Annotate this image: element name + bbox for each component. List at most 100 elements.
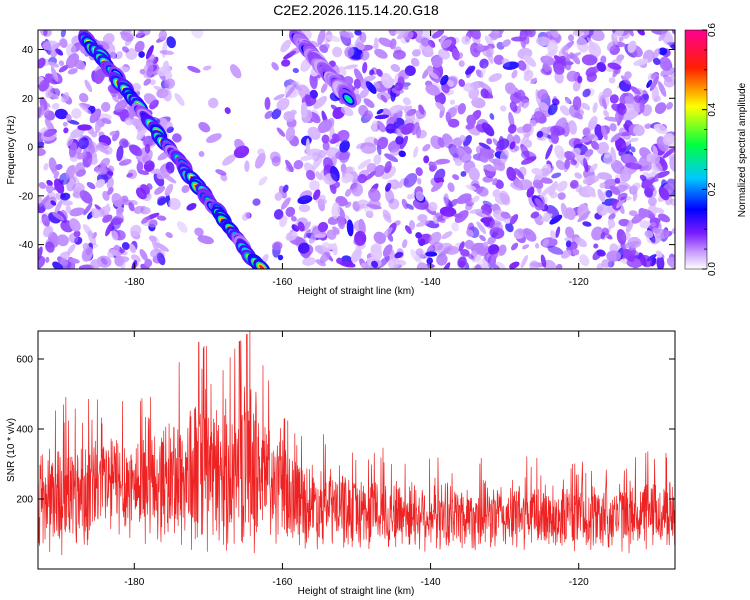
spectrogram-speckle: [166, 36, 177, 49]
spectrogram-speckle: [415, 167, 423, 176]
spectrogram-speckle: [542, 238, 550, 247]
spectrogram-speckle: [215, 169, 227, 176]
spectrogram-speckle: [603, 110, 610, 118]
spectrogram-speckle: [397, 181, 403, 189]
spectrogram-speckle: [389, 149, 402, 156]
spectrogram-speckle: [658, 81, 667, 97]
spectrogram-speckle: [131, 254, 141, 263]
spectrogram-speckle: [481, 122, 495, 137]
spectrogram-speckle: [408, 220, 416, 230]
spectrogram-speckle: [59, 192, 71, 201]
spectrogram-speckle: [51, 66, 59, 82]
spectrogram-speckle: [410, 57, 420, 67]
spectrogram-speckle: [418, 238, 426, 246]
snr-frame: [37, 330, 676, 570]
spectrogram-speckle: [283, 50, 297, 60]
spectrogram-speckle: [264, 97, 271, 110]
spectrogram-speckle: [385, 189, 395, 204]
spectrogram-speckle: [439, 206, 457, 217]
spectrogram-speckle: [126, 172, 133, 178]
spectrogram-speckle: [77, 124, 92, 131]
spectrogram-speckle: [47, 61, 59, 68]
spectrogram-speckle: [380, 73, 394, 89]
spectrogram-speckle: [574, 112, 583, 120]
spectrogram-speckle: [652, 57, 661, 65]
spectrogram-speckle: [371, 120, 378, 132]
spectrogram-speckle: [148, 219, 158, 228]
spectrogram-speckle: [38, 105, 45, 119]
spectrogram-speckle: [506, 166, 516, 181]
spectrogram-speckle: [332, 46, 343, 58]
spectrogram-speckle: [647, 196, 657, 206]
spectrogram-speckle: [487, 244, 500, 255]
spectrogram-speckle: [666, 256, 675, 269]
spectrogram-speckle: [58, 60, 65, 66]
spectrogram-speckle: [554, 145, 565, 159]
spectrogram-speckle: [55, 48, 64, 56]
spectrogram-speckle: [540, 163, 552, 178]
spectrogram-speckle: [560, 249, 572, 259]
spectrogram-speckle: [457, 103, 466, 115]
spectrogram-speckle: [337, 215, 346, 230]
spectrogram-speckle: [416, 177, 422, 185]
spectrogram-speckle: [428, 201, 438, 212]
spectrogram-speckle: [95, 167, 107, 175]
spectrogram-speckle: [374, 48, 388, 59]
spectrogram-speckle: [641, 180, 655, 192]
spectrogram-speckle: [48, 157, 57, 173]
x-tick-label: -160: [272, 577, 292, 588]
spectrogram-speckle: [543, 259, 557, 269]
spectrogram-speckle: [142, 62, 154, 79]
spectrogram-speckle: [607, 218, 616, 229]
spectrogram-speckle: [129, 224, 142, 237]
spectrogram-speckle: [47, 92, 59, 100]
spectrogram-speckle: [110, 217, 124, 225]
spectrogram-speckle: [654, 170, 670, 179]
spectrogram-speckle: [373, 154, 382, 165]
spectrogram-speckle: [84, 79, 93, 93]
spectrogram-speckle: [91, 208, 101, 219]
spectrogram-speckle: [418, 104, 425, 115]
spectrogram-speckle: [138, 51, 145, 58]
spectrogram-speckle: [474, 264, 482, 269]
spectrogram-speckle: [458, 241, 465, 252]
spectrogram-speckle: [124, 117, 133, 126]
spectrogram-speckle: [230, 64, 242, 79]
spectrogram-speckle: [435, 102, 446, 111]
spectrogram-speckle: [150, 79, 156, 86]
spectrogram-speckle: [54, 199, 63, 215]
colorbar-tick-label: 0.4: [707, 102, 718, 116]
spectrogram-speckle: [134, 40, 145, 53]
spectrogram-speckle: [447, 182, 455, 192]
spectrogram-speckle: [401, 105, 410, 111]
spectrogram-speckle: [627, 40, 637, 53]
spectrogram-speckle: [305, 169, 316, 181]
spectrogram-speckle: [558, 45, 569, 60]
spectrogram-speckle: [636, 30, 645, 36]
spectrogram-speckle: [300, 101, 308, 119]
spectrogram-speckle: [540, 254, 547, 268]
spectrogram-speckle: [556, 180, 568, 192]
spectrogram-speckle: [55, 163, 63, 171]
spectrogram-speckle: [526, 186, 535, 198]
spectrogram-speckle: [73, 230, 81, 238]
spectrogram-speckle: [194, 227, 204, 237]
spectrogram-speckle: [132, 117, 143, 130]
spectrogram-speckle: [417, 214, 428, 222]
spectrogram-field: [38, 30, 675, 269]
spectrogram-speckle: [165, 161, 175, 174]
spectrogram-speckle: [144, 143, 151, 154]
spectrogram-speckle: [425, 251, 438, 257]
x-tick-label: -140: [421, 577, 441, 588]
spectrogram-speckle: [233, 145, 250, 159]
spectrogram-speckle: [654, 102, 667, 114]
snr-series-line: [38, 331, 675, 555]
spectrogram-speckle: [653, 123, 668, 134]
spectrogram-speckle: [54, 108, 68, 120]
spectrogram-speckle: [277, 254, 284, 261]
spectrogram-speckle: [155, 168, 161, 175]
spectrogram-speckle: [591, 226, 604, 241]
spectrogram-speckle: [385, 182, 392, 192]
spectrogram-speckle: [69, 218, 81, 232]
spectrogram-speckle: [613, 30, 624, 39]
